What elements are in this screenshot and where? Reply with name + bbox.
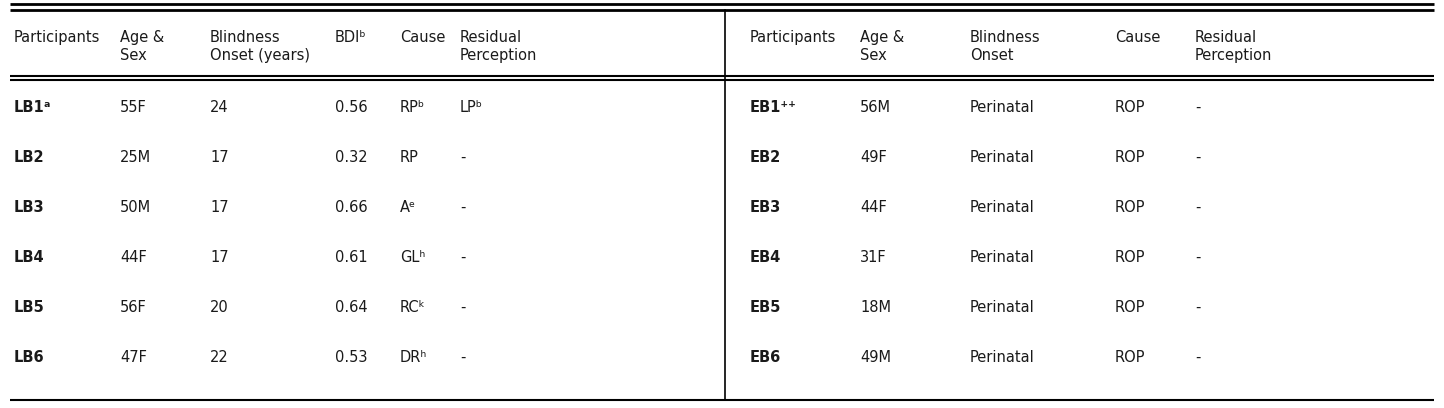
Text: ROP: ROP [1115,350,1145,364]
Text: 55F: 55F [120,100,147,115]
Text: BDIᵇ: BDIᵇ [335,30,367,45]
Text: LB6: LB6 [14,350,45,364]
Text: ROP: ROP [1115,200,1145,215]
Text: Perinatal: Perinatal [970,250,1035,264]
Text: Sex: Sex [861,48,887,63]
Text: LB1ᵃ: LB1ᵃ [14,100,52,115]
Text: -: - [461,350,465,364]
Text: Cause: Cause [400,30,445,45]
Text: 47F: 47F [120,350,147,364]
Text: RPᵇ: RPᵇ [400,100,425,115]
Text: Blindness: Blindness [209,30,280,45]
Text: ROP: ROP [1115,250,1145,264]
Text: 0.53: 0.53 [335,350,368,364]
Text: DRʰ: DRʰ [400,350,427,364]
Text: 17: 17 [209,200,228,215]
Text: LB5: LB5 [14,299,45,315]
Text: EB4: EB4 [749,250,781,264]
Text: 56M: 56M [861,100,891,115]
Text: -: - [461,250,465,264]
Text: -: - [1196,100,1200,115]
Text: 0.66: 0.66 [335,200,368,215]
Text: Onset: Onset [970,48,1014,63]
Text: LB4: LB4 [14,250,45,264]
Text: EB2: EB2 [749,149,781,164]
Text: Blindness: Blindness [970,30,1041,45]
Text: 49F: 49F [861,149,887,164]
Text: -: - [461,299,465,315]
Text: 44F: 44F [861,200,887,215]
Text: Aᵉ: Aᵉ [400,200,416,215]
Text: Perinatal: Perinatal [970,149,1035,164]
Text: -: - [1196,149,1200,164]
Text: 24: 24 [209,100,228,115]
Text: Perinatal: Perinatal [970,350,1035,364]
Text: 50M: 50M [120,200,152,215]
Text: -: - [461,200,465,215]
Text: Participants: Participants [749,30,836,45]
Text: 17: 17 [209,149,228,164]
Text: RP: RP [400,149,419,164]
Text: LB2: LB2 [14,149,45,164]
Text: RCᵏ: RCᵏ [400,299,426,315]
Text: 25M: 25M [120,149,152,164]
Text: 44F: 44F [120,250,147,264]
Text: EB6: EB6 [749,350,781,364]
Text: -: - [1196,200,1200,215]
Text: Perinatal: Perinatal [970,299,1035,315]
Text: Residual: Residual [461,30,523,45]
Text: 0.61: 0.61 [335,250,368,264]
Text: EB5: EB5 [749,299,781,315]
Text: Perinatal: Perinatal [970,100,1035,115]
Text: ROP: ROP [1115,100,1145,115]
Text: 49M: 49M [861,350,891,364]
Text: 0.32: 0.32 [335,149,368,164]
Text: Onset (years): Onset (years) [209,48,310,63]
Text: 31F: 31F [861,250,887,264]
Text: Participants: Participants [14,30,101,45]
Text: 56F: 56F [120,299,147,315]
Text: Perception: Perception [1196,48,1272,63]
Text: -: - [461,149,465,164]
Text: 20: 20 [209,299,228,315]
Text: Perception: Perception [461,48,537,63]
Text: 18M: 18M [861,299,891,315]
Text: GLʰ: GLʰ [400,250,426,264]
Text: EB3: EB3 [749,200,781,215]
Text: LB3: LB3 [14,200,45,215]
Text: -: - [1196,350,1200,364]
Text: Sex: Sex [120,48,147,63]
Text: Age &: Age & [861,30,904,45]
Text: 17: 17 [209,250,228,264]
Text: 0.56: 0.56 [335,100,368,115]
Text: ROP: ROP [1115,149,1145,164]
Text: 22: 22 [209,350,228,364]
Text: Perinatal: Perinatal [970,200,1035,215]
Text: Age &: Age & [120,30,165,45]
Text: Residual: Residual [1196,30,1258,45]
Text: -: - [1196,299,1200,315]
Text: ROP: ROP [1115,299,1145,315]
Text: Cause: Cause [1115,30,1161,45]
Text: -: - [1196,250,1200,264]
Text: 0.64: 0.64 [335,299,368,315]
Text: EB1⁺⁺: EB1⁺⁺ [749,100,797,115]
Text: LPᵇ: LPᵇ [461,100,482,115]
